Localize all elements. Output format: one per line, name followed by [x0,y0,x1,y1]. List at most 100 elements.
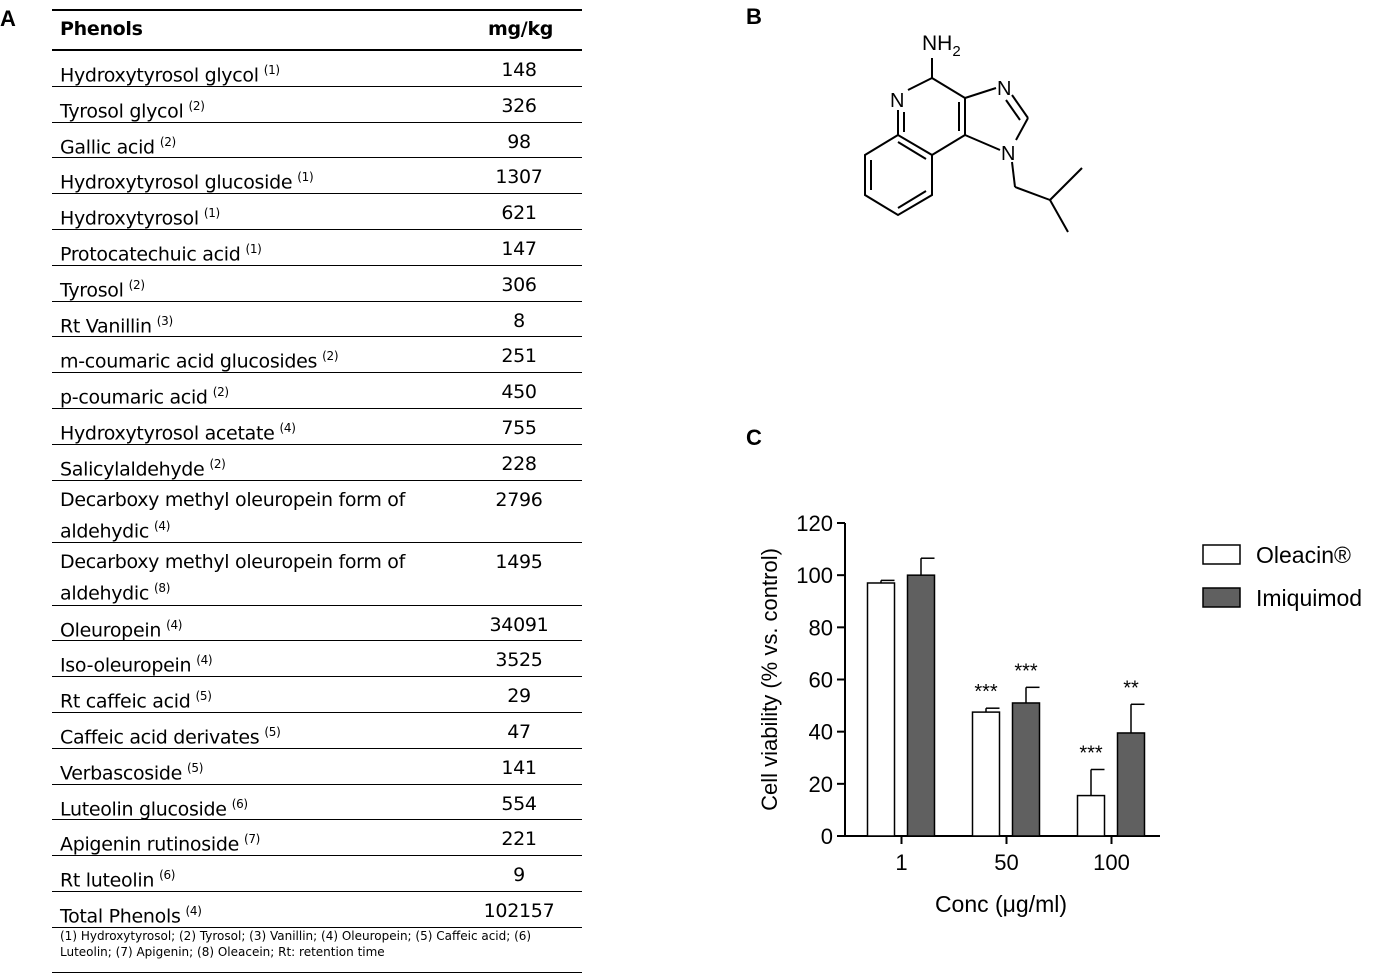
x-tick-label: 1 [895,850,907,875]
table-rule [52,264,582,266]
panel-label: C [746,425,762,450]
x-tick-label: 50 [994,850,1018,875]
table-rule [52,479,582,481]
row-value: 98 [507,130,531,153]
row-value: 554 [501,792,537,815]
table-rule [52,193,582,195]
row-value: 8 [513,309,525,332]
row-note: (8) [154,581,171,596]
row-name-text: Hydroxytyrosol glycol [60,64,259,87]
row-name: Decarboxy methyl oleuropein form of alde… [60,549,420,606]
table-rule [52,372,582,374]
row-value: 228 [501,452,537,475]
legend-label: Oleacin® [1256,542,1351,568]
y-tick-label: 80 [809,615,833,640]
bond [1015,117,1029,141]
molecule [864,58,1083,233]
row-name: Hydroxytyrosol glucoside (1) [60,164,420,195]
bond [1049,199,1069,233]
row-note: (2) [212,385,229,400]
row-name-text: Tyrosol glycol [60,100,184,123]
row-name-text: Hydroxytyrosol [60,207,199,230]
table-rule [52,972,582,973]
row-note: (5) [195,689,212,704]
row-name: Tyrosol (2) [60,272,420,303]
legend-label: Imiquimod [1256,585,1362,611]
table-rule [52,855,582,857]
table-rule [52,408,582,409]
row-value: 3525 [495,649,543,672]
row-value: 9 [513,864,525,887]
bond [1005,99,1021,121]
row-note: (4) [185,904,202,918]
y-tick-label: 100 [796,563,833,588]
row-note: (5) [187,760,204,775]
row-name-text: Luteolin glucoside [60,797,227,820]
table-rule [52,542,582,544]
table-rule [52,712,582,713]
row-name: Rt Vanillin (3) [60,308,420,339]
row-name: Hydroxytyrosol acetate (4) [60,415,420,446]
table-rule [52,676,582,678]
row-name-text: Apigenin rutinoside [60,833,239,856]
bond [897,190,927,209]
legend-swatch [1202,544,1241,565]
significance: *** [1079,742,1103,764]
significance: *** [974,681,998,703]
row-note: (1) [203,206,220,221]
row-note: (1) [263,63,280,77]
table-header: Phenols [60,18,143,40]
row-note: (4) [154,518,171,533]
y-tick-label: 20 [809,772,833,797]
row-name: Apigenin rutinoside (7) [60,826,420,857]
table-rule [52,926,582,928]
atom-label: N [997,78,1011,100]
row-note: (5) [264,725,281,739]
y-tick-label: 0 [821,824,833,849]
bar [1116,732,1146,837]
row-value: 621 [501,202,537,225]
bond [1011,161,1016,188]
table-rule [52,819,582,821]
bar [906,574,936,837]
bond [1014,186,1051,201]
row-note: (2) [159,134,176,149]
row-name-text: Oleuropein [60,618,162,641]
row-name: Iso-oleuropein (4) [60,647,420,678]
row-name: Gallic acid (2) [60,129,420,160]
row-value: 147 [501,238,537,260]
row-note: (6) [159,868,176,883]
row-value: 221 [501,828,537,851]
table-rule [52,891,582,892]
table-rule [52,49,582,51]
row-name: Salicylaldehyde (2) [60,451,420,482]
row-name-text: Hydroxytyrosol glucoside [60,171,293,194]
panel-label: A [0,6,16,31]
row-note: (1) [245,242,262,256]
bond [1011,94,1029,119]
table-header: mg/kg [488,18,554,40]
atom-label: N [1001,143,1015,165]
row-name: Verbascoside (5) [60,755,420,786]
row-note: (2) [188,98,205,113]
row-value: 1495 [495,551,543,574]
row-name: m-coumaric acid glucosides (2) [60,343,420,374]
table-rule [52,121,582,123]
row-value: 141 [501,756,537,779]
table-rule [52,747,582,749]
y-tick-label: 40 [809,720,833,745]
row-value: 34091 [489,613,549,636]
row-name-text: Iso-oleuropein [60,654,192,677]
bond [1049,167,1083,201]
row-name: Protocatechuic acid (1) [60,236,420,267]
row-name-text: Gallic acid [60,135,155,158]
row-value: 251 [501,345,537,368]
x-axis-label: Conc (μg/ml) [935,891,1067,917]
row-name: Oleuropein (4) [60,612,420,643]
row-name: Luteolin glucoside (6) [60,791,420,822]
table-rule [52,9,582,11]
row-value: 450 [501,381,537,404]
row-name-text: Tyrosol [60,279,124,302]
